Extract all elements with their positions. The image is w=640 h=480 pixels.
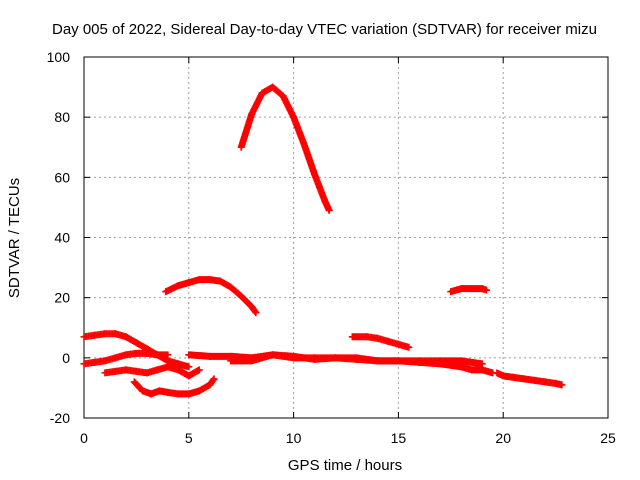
data-point [558,381,566,389]
x-tick-label: 20 [495,430,511,446]
y-tick-label: -20 [50,410,70,426]
data-point [252,309,260,317]
series-arc-low-c [80,349,172,368]
y-tick-label: 0 [62,350,70,366]
series-arc-low-a [348,333,413,351]
chart-title: Day 005 of 2022, Sidereal Day-to-day VTE… [52,21,597,38]
y-tick-label: 80 [54,109,70,125]
data-point [164,351,172,359]
x-axis-title: GPS time / hours [288,457,402,474]
series-arc-mid-right [447,285,490,296]
series-arc-late [493,369,566,389]
axis-ticks: 0 5 10 15 20 25 -20 0 20 40 60 80 100 [47,49,616,446]
x-tick-label: 25 [600,430,616,446]
y-tick-label: 40 [54,230,70,246]
data-point [209,376,217,384]
x-tick-label: 15 [391,430,407,446]
series-arc-mid-left [162,276,260,317]
series-arc-low-d [101,363,203,380]
data-point [325,206,333,214]
series-arc-low-e [130,375,218,398]
x-tick-label: 5 [185,430,193,446]
data-point [210,375,218,383]
y-axis-title: SDTVAR / TECUs [6,178,23,298]
series-arc-high-peak [237,83,333,214]
data-point [478,360,486,368]
x-tick-label: 0 [80,430,88,446]
y-tick-label: 60 [54,169,70,185]
data-point [482,286,490,294]
data-point [185,363,193,371]
y-tick-label: 100 [47,49,71,65]
data-point [251,308,259,316]
data-point [195,366,203,374]
y-tick-label: 20 [54,290,70,306]
data-point [405,343,413,351]
grid-lines [84,57,608,418]
x-tick-label: 10 [286,430,302,446]
data-series [80,83,566,398]
